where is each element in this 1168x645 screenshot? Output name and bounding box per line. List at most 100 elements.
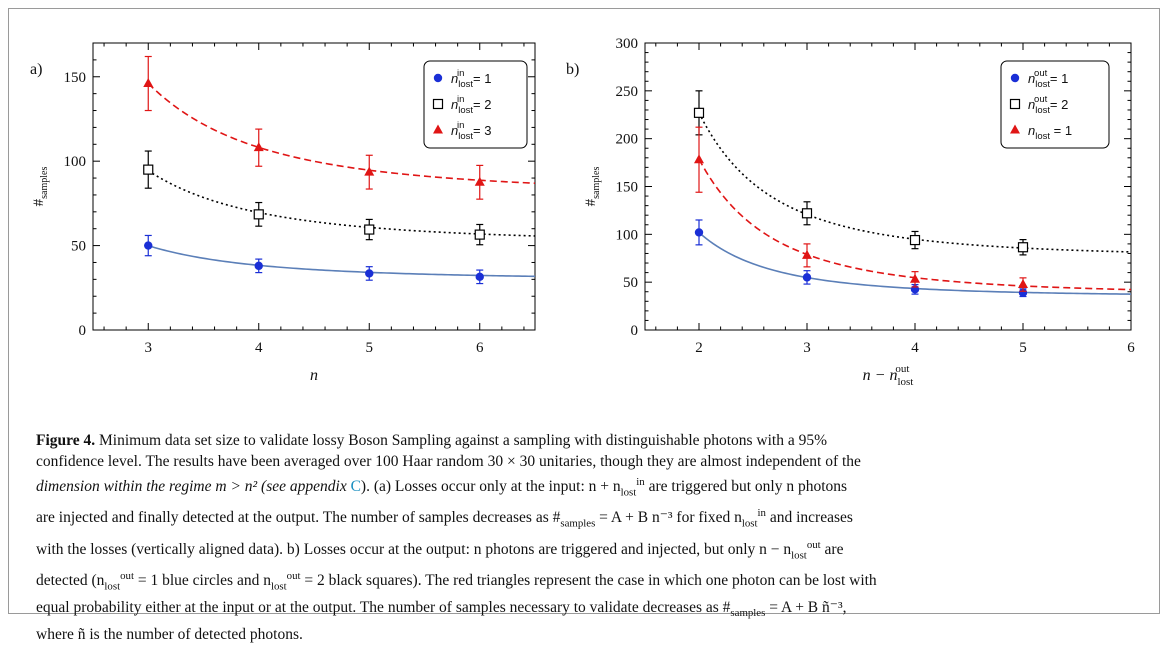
- legend-entry: nlostin = 1: [451, 68, 491, 90]
- data-point-triangle: [694, 154, 704, 164]
- caption-line-3a: dimension within the regime m > n² (see …: [36, 478, 351, 496]
- plot-frame: [92, 42, 536, 331]
- sub-lost: lost: [791, 548, 807, 561]
- data-point-triangle: [364, 166, 375, 176]
- legend-rhs: = 2: [469, 97, 491, 112]
- legend-sub: lost: [1035, 105, 1050, 116]
- x-tick-label: 6: [1127, 340, 1135, 356]
- data-point-square: [143, 164, 154, 175]
- x-tick-label: 5: [1019, 340, 1027, 356]
- legend-marker-square: [432, 98, 444, 110]
- caption-line-8: where ñ is the number of detected photon…: [36, 626, 303, 644]
- data-point-square: [909, 234, 921, 246]
- data-point-circle: [254, 261, 263, 271]
- y-label-hash: #: [31, 198, 47, 206]
- sup-out: out: [120, 569, 134, 582]
- legend-n: n: [1028, 123, 1035, 138]
- fit-curve: [698, 158, 1131, 291]
- x-tick-label: 6: [476, 340, 484, 356]
- legend-rhs: = 1: [469, 71, 491, 86]
- caption-line-4c: and increases: [765, 509, 853, 527]
- x-tick-label: 3: [145, 340, 153, 356]
- y-tick-label: 150: [616, 180, 639, 196]
- legend-marker-circle: [1010, 73, 1020, 83]
- caption-line-2: confidence level. The results have been …: [36, 453, 861, 470]
- legend-n: n: [451, 123, 458, 138]
- legend-box: [1000, 60, 1110, 149]
- legend-n: n: [1028, 71, 1035, 86]
- x-label-main: n − n: [863, 367, 898, 384]
- legend-entry: nlostout = 2: [1028, 94, 1068, 116]
- legend-entry: nlostout = 1: [1028, 68, 1068, 90]
- x-label-sub: lost: [897, 376, 913, 388]
- y-tick-label: 0: [631, 323, 639, 339]
- appendix-link[interactable]: C: [350, 478, 361, 496]
- caption-line-4b: = A + B n⁻³ for fixed n: [595, 509, 742, 527]
- data-point-square: [1017, 242, 1029, 253]
- legend-sub: lost: [458, 105, 473, 116]
- legend-marker-triangle: [433, 124, 443, 134]
- sup-in: in: [757, 507, 766, 520]
- sub-samples: samples: [560, 517, 596, 530]
- y-axis-label: #samples: [31, 167, 50, 207]
- data-point-circle: [144, 241, 153, 250]
- panel-label: a): [30, 61, 42, 78]
- caption-line-3c: are triggered but only n photons: [644, 478, 848, 496]
- caption-line-5b: are: [820, 540, 844, 558]
- sub-samples: samples: [730, 607, 766, 620]
- legend-rhs: = 2: [1046, 97, 1068, 112]
- y-tick-label: 100: [616, 227, 639, 243]
- legend-sup: in: [457, 94, 464, 105]
- caption-line-3b: ). (a) Losses occur only at the input: n…: [360, 478, 621, 496]
- figure-frame: [8, 8, 1160, 614]
- legend-sub: lost: [1035, 79, 1050, 90]
- data-point-triangle: [910, 273, 920, 283]
- data-point-triangle: [474, 176, 485, 186]
- y-tick-label: 200: [616, 132, 639, 148]
- data-point-square: [253, 209, 264, 220]
- data-point-circle: [694, 228, 704, 237]
- fit-curve: [147, 170, 535, 237]
- legend-box: [423, 60, 528, 149]
- data-point-triangle: [1018, 279, 1028, 289]
- y-tick-label: 0: [79, 323, 87, 339]
- sub-lost: lost: [104, 580, 121, 592]
- figure-label: Figure 4.: [36, 432, 96, 449]
- data-point-triangle: [253, 142, 264, 152]
- y-tick-label: 50: [623, 275, 638, 291]
- legend-rhs: = 3: [469, 123, 491, 138]
- panel-label: b): [566, 61, 579, 78]
- legend-n: n: [451, 97, 458, 112]
- sup-out: out: [806, 538, 821, 551]
- legend-rhs: = 1: [1050, 123, 1072, 138]
- data-point-square: [801, 208, 813, 219]
- caption-line-7a: equal probability either at the input or…: [36, 599, 731, 616]
- legend-entry: nlostin = 3: [451, 120, 491, 142]
- caption-line-6c: = 2 black squares). The red triangles re…: [300, 571, 877, 589]
- legend-n: n: [1028, 97, 1035, 112]
- fit-curve: [147, 82, 535, 185]
- legend-sup: out: [1034, 94, 1048, 105]
- data-point-circle: [365, 269, 374, 278]
- caption-line-5: with the losses (vertically aligned data…: [36, 540, 792, 558]
- sub-lost: lost: [270, 580, 287, 592]
- legend-sup: in: [457, 120, 464, 131]
- sup-in: in: [636, 476, 645, 488]
- y-axis-label: #samples: [583, 167, 602, 207]
- legend-sup: out: [1034, 68, 1048, 79]
- x-tick-label: 2: [695, 340, 703, 356]
- x-tick-label: 4: [255, 340, 263, 356]
- legend-entry: nlost = 1: [1028, 123, 1072, 142]
- x-tick-label: 4: [911, 340, 919, 356]
- x-label-sup: out: [895, 363, 909, 375]
- y-tick-label: 300: [616, 36, 639, 52]
- sub-lost: lost: [620, 486, 637, 499]
- data-point-square: [474, 229, 485, 240]
- y-label-sub: samples: [39, 167, 50, 199]
- legend-sub: lost: [1035, 131, 1050, 142]
- caption-line-1: Minimum data set size to validate lossy …: [95, 432, 828, 449]
